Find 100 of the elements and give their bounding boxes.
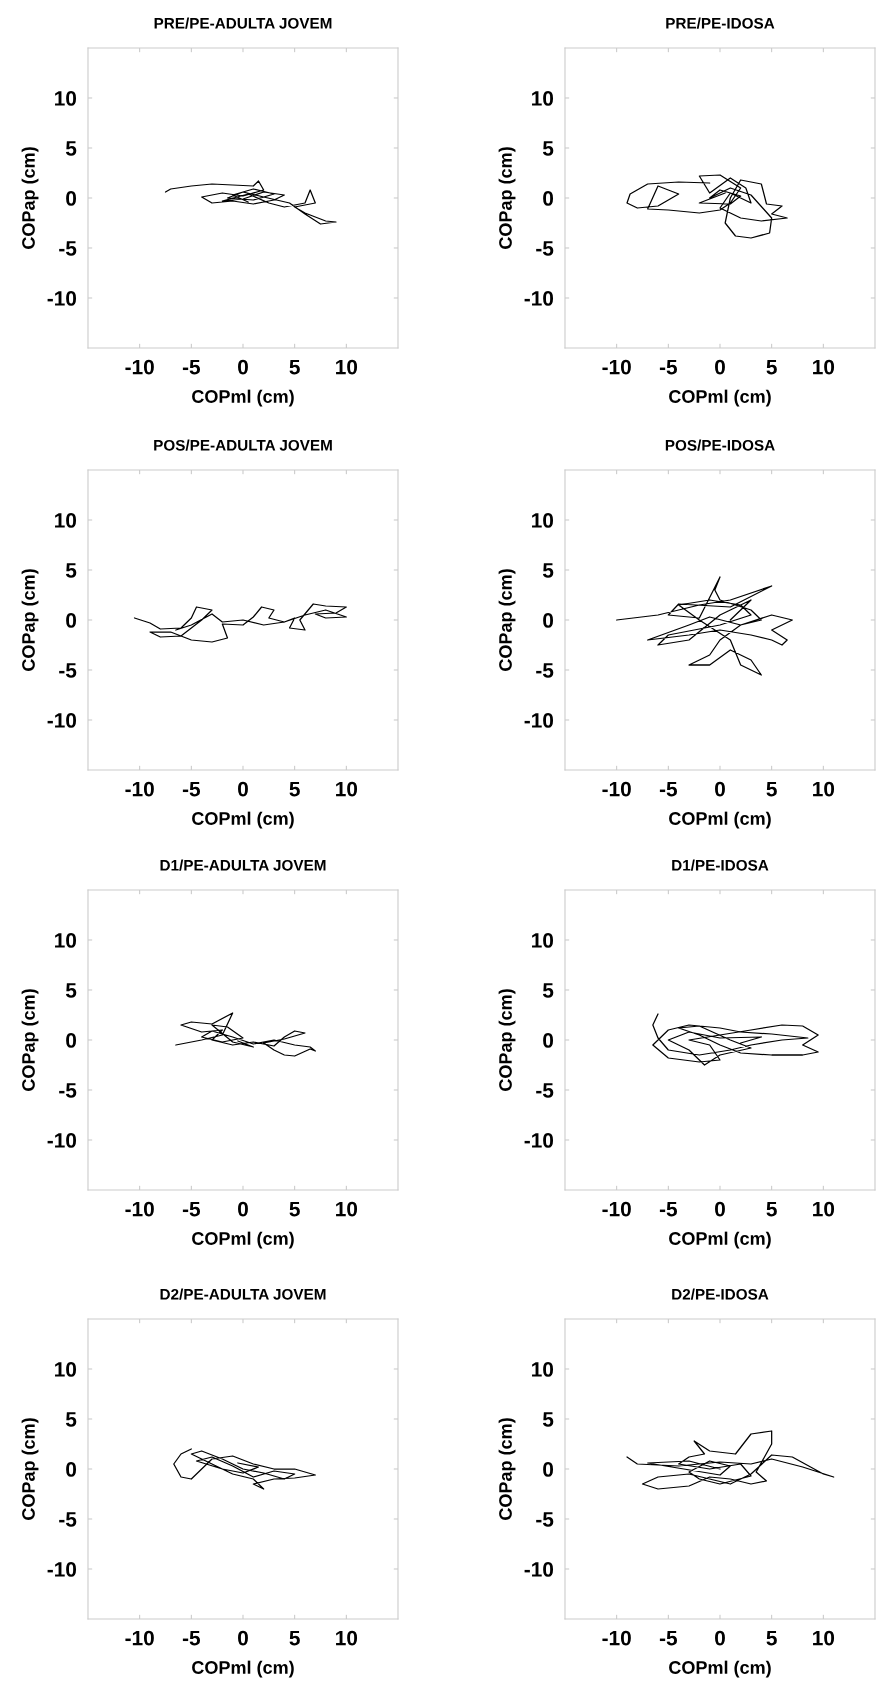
x-tick-label: -5: [659, 1630, 678, 1646]
x-axis-title: COPml (cm): [192, 1660, 294, 1678]
x-tick-label: 0: [238, 781, 248, 797]
chart-title: POS/PE-IDOSA: [665, 439, 775, 451]
y-axis-title: COPap (cm): [498, 147, 516, 249]
line-series: [133, 603, 347, 643]
x-tick-label: -5: [659, 359, 678, 375]
x-axis-title: COPml (cm): [669, 389, 771, 407]
x-tick-label: 0: [238, 359, 248, 375]
x-tick-label: -10: [602, 1630, 631, 1646]
x-tick-label: 5: [289, 359, 300, 375]
x-axis-title: COPml (cm): [192, 389, 294, 407]
y-tick-label: -5: [59, 663, 77, 678]
chart-title: D2/PE-IDOSA: [672, 1288, 769, 1300]
y-tick-label: -5: [536, 1512, 554, 1527]
line-series: [626, 1430, 835, 1490]
x-tick-label: 5: [289, 781, 300, 797]
x-tick-label: -5: [182, 1201, 201, 1217]
y-tick-label: -5: [59, 1083, 77, 1098]
y-tick-label: -10: [47, 713, 77, 728]
x-tick-label: -5: [659, 1201, 678, 1217]
x-tick-label: 0: [238, 1630, 248, 1646]
x-tick-label: -10: [602, 359, 631, 375]
x-axis-title: COPml (cm): [192, 811, 294, 829]
chart-title: POS/PE-ADULTA JOVEM: [154, 439, 332, 451]
y-tick-label: -5: [536, 663, 554, 678]
y-tick-label: 5: [542, 563, 554, 578]
x-tick-label: -10: [602, 781, 631, 797]
y-tick-label: -5: [536, 1083, 554, 1098]
x-tick-label: -10: [125, 359, 154, 375]
y-tick-label: 5: [542, 983, 554, 998]
x-tick-label: 0: [238, 1201, 248, 1217]
x-tick-label: 10: [336, 1201, 358, 1217]
y-tick-label: 10: [55, 91, 77, 106]
line-series: [652, 1013, 819, 1066]
y-axis-title: COPap (cm): [498, 1418, 516, 1520]
x-tick-label: 5: [289, 1201, 300, 1217]
x-tick-label: 10: [813, 1201, 835, 1217]
x-tick-label: 0: [715, 1630, 725, 1646]
y-tick-label: 10: [532, 1362, 554, 1377]
y-tick-label: -5: [536, 241, 554, 256]
y-tick-label: 10: [532, 933, 554, 948]
y-tick-label: 5: [65, 1412, 77, 1427]
x-tick-label: -5: [182, 359, 201, 375]
y-axis-title: COPap (cm): [21, 989, 39, 1091]
x-tick-label: 10: [336, 781, 358, 797]
y-tick-label: 0: [543, 1462, 554, 1477]
y-tick-label: -5: [59, 241, 77, 256]
x-tick-label: 10: [813, 781, 835, 797]
y-tick-label: 5: [542, 1412, 554, 1427]
y-tick-label: 10: [55, 1362, 77, 1377]
y-tick-label: 10: [532, 91, 554, 106]
x-tick-label: -5: [182, 1630, 201, 1646]
y-tick-label: -5: [59, 1512, 77, 1527]
y-tick-label: 0: [66, 1462, 77, 1477]
x-tick-label: 10: [813, 1630, 835, 1646]
x-axis-title: COPml (cm): [669, 811, 771, 829]
x-tick-label: 0: [715, 359, 725, 375]
chart-title: D1/PE-ADULTA JOVEM: [160, 859, 326, 871]
x-tick-label: 10: [336, 359, 358, 375]
y-tick-label: 0: [66, 191, 77, 206]
y-tick-label: 0: [543, 191, 554, 206]
y-axis-title: COPap (cm): [498, 989, 516, 1091]
y-tick-label: 5: [65, 563, 77, 578]
y-axis-title: COPap (cm): [21, 147, 39, 249]
x-tick-label: -10: [125, 1630, 154, 1646]
y-tick-label: 0: [66, 613, 77, 628]
x-axis-title: COPml (cm): [669, 1660, 771, 1678]
y-tick-label: 10: [532, 513, 554, 528]
x-tick-label: 5: [766, 359, 777, 375]
x-tick-label: 5: [766, 1630, 777, 1646]
y-tick-label: 10: [55, 513, 77, 528]
x-tick-label: 5: [289, 1630, 300, 1646]
chart-title: D2/PE-ADULTA JOVEM: [160, 1288, 326, 1300]
line-series: [626, 174, 788, 239]
y-tick-label: -10: [47, 1133, 77, 1148]
y-axis-title: COPap (cm): [21, 1418, 39, 1520]
x-tick-label: -5: [659, 781, 678, 797]
y-tick-label: 0: [66, 1033, 77, 1048]
y-tick-label: -10: [524, 713, 554, 728]
line-series: [173, 1448, 316, 1490]
x-tick-label: 0: [715, 1201, 725, 1217]
x-tick-label: 10: [336, 1630, 358, 1646]
y-tick-label: 5: [65, 141, 77, 156]
y-tick-label: 10: [55, 933, 77, 948]
chart-title: PRE/PE-IDOSA: [666, 17, 775, 29]
line-series: [175, 1012, 316, 1057]
x-tick-label: -10: [125, 781, 154, 797]
x-axis-title: COPml (cm): [192, 1231, 294, 1249]
line-series: [616, 576, 793, 676]
y-tick-label: 5: [542, 141, 554, 156]
x-tick-label: 0: [715, 781, 725, 797]
chart-title: PRE/PE-ADULTA JOVEM: [154, 17, 332, 29]
y-tick-label: 0: [543, 1033, 554, 1048]
y-axis-title: COPap (cm): [21, 569, 39, 671]
x-tick-label: 5: [766, 781, 777, 797]
chart-title: D1/PE-IDOSA: [672, 859, 769, 871]
x-axis-title: COPml (cm): [669, 1231, 771, 1249]
y-tick-label: -10: [524, 1133, 554, 1148]
y-tick-label: -10: [47, 1562, 77, 1577]
